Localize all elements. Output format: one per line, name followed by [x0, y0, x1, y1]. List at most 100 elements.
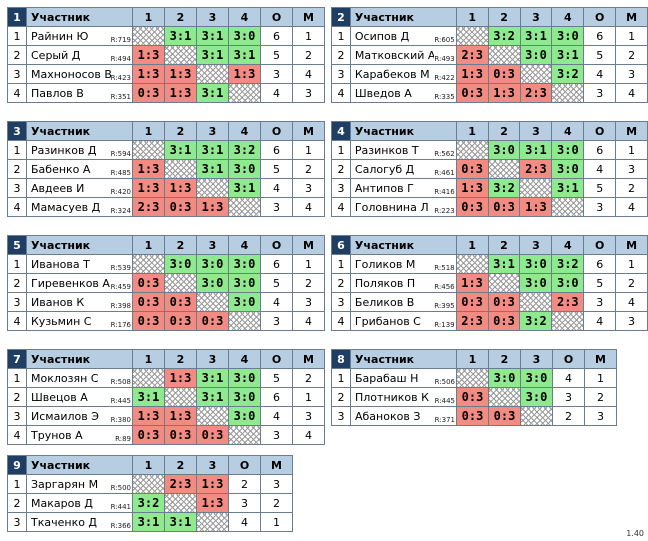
- place-column-header: М: [615, 235, 648, 255]
- player-rating: R:139: [434, 321, 455, 329]
- player-rating: R:420: [110, 188, 131, 196]
- player-column-header: Участник: [26, 7, 133, 27]
- player-name: Павлов В: [31, 86, 84, 100]
- group-header-row: 7 Участник 1 2 3 4 О М: [7, 349, 325, 369]
- player-number: 1: [7, 368, 27, 388]
- opponent-column-header: 1: [455, 121, 489, 141]
- points-column-header: О: [260, 7, 293, 27]
- place-column-header: М: [260, 455, 293, 475]
- player-number: 2: [331, 159, 351, 179]
- place-value: 3: [292, 406, 325, 426]
- player-cell: Абаноков З R:371: [350, 406, 457, 426]
- player-row: 2 Поляков П R:456 1:3 3:0 3:0 5 2: [331, 273, 648, 293]
- place-value: 4: [292, 197, 325, 217]
- self-match-cell: [164, 493, 197, 513]
- opponent-column-header: 4: [228, 349, 261, 369]
- match-score: 0:3: [488, 406, 521, 426]
- opponent-column-header: 2: [164, 235, 197, 255]
- match-score: 2:3: [455, 311, 489, 331]
- player-number: 3: [331, 64, 351, 84]
- player-rating: R:176: [110, 321, 131, 329]
- match-score: 3:2: [132, 493, 165, 513]
- points-value: 5: [260, 273, 293, 293]
- match-score: 3:1: [228, 45, 261, 65]
- match-score: 3:1: [228, 178, 261, 198]
- self-match-cell: [455, 140, 489, 160]
- player-number: 3: [331, 406, 351, 426]
- match-score: 2:3: [455, 45, 489, 65]
- player-rating: R:335: [434, 93, 455, 101]
- self-match-cell: [551, 197, 585, 217]
- player-cell: Шведов А R:335: [349, 83, 457, 103]
- opponent-column-header: 3: [519, 7, 553, 27]
- points-value: 3: [260, 311, 293, 331]
- self-match-cell: [520, 406, 553, 426]
- player-number: 3: [7, 64, 27, 84]
- player-row: 4 Кузьмин С R:176 0:3 0:3 0:3 3 4: [7, 311, 325, 331]
- player-row: 1 Моклозян С R:508 1:3 3:1 3:0 5 2: [7, 368, 325, 388]
- points-value: 4: [260, 83, 293, 103]
- version-label: 1.40: [626, 529, 644, 538]
- player-row: 3 Абаноков З R:371 0:3 0:3 2 3: [331, 406, 617, 426]
- match-score: 3:0: [520, 368, 553, 388]
- player-cell: Иванова Т R:539: [26, 254, 133, 274]
- match-score: 3:2: [487, 26, 521, 46]
- match-score: 3:0: [519, 45, 553, 65]
- match-score: 3:1: [196, 26, 229, 46]
- match-score: 3:1: [196, 45, 229, 65]
- self-match-cell: [164, 387, 197, 407]
- self-match-cell: [132, 26, 165, 46]
- self-match-cell: [519, 178, 553, 198]
- place-value: 2: [615, 178, 648, 198]
- player-number: 4: [331, 83, 351, 103]
- match-score: 1:3: [196, 493, 229, 513]
- match-score: 3:1: [164, 140, 197, 160]
- place-value: 3: [292, 83, 325, 103]
- self-match-cell: [196, 292, 229, 312]
- self-match-cell: [487, 45, 521, 65]
- player-cell: Махноносов В R:423: [26, 64, 133, 84]
- match-score: 1:3: [455, 64, 489, 84]
- opponent-column-header: 3: [519, 235, 553, 255]
- match-score: 3:0: [228, 254, 261, 274]
- player-rating: R:456: [434, 283, 455, 291]
- match-score: 3:0: [520, 387, 553, 407]
- player-number: 4: [331, 197, 351, 217]
- player-rating: R:506: [434, 378, 455, 386]
- match-score: 3:1: [196, 387, 229, 407]
- player-number: 2: [7, 493, 27, 513]
- player-row: 1 Барабаш Н R:506 3:0 3:0 4 1: [331, 368, 617, 388]
- player-name: Барабаш Н: [355, 371, 419, 385]
- player-name: Макаров Д: [31, 496, 93, 510]
- points-column-header: О: [583, 7, 617, 27]
- match-score: 0:3: [487, 311, 521, 331]
- player-row: 4 Мамасуев Д R:324 2:3 0:3 1:3 3 4: [7, 197, 325, 217]
- match-score: 1:3: [487, 83, 521, 103]
- group-table-5: 5 Участник 1 2 3 4 О М 1 Иванова Т R:539 3:0 3:0 3:0 6…: [7, 235, 325, 331]
- player-cell: Разинков Д R:594: [26, 140, 133, 160]
- player-row: 1 Райнин Ю R:719 3:1 3:1 3:0 6 1: [7, 26, 325, 46]
- player-row: 1 Голиков М R:518 3:1 3:0 3:2 6 1: [331, 254, 648, 274]
- player-cell: Барабаш Н R:506: [350, 368, 457, 388]
- points-value: 6: [583, 140, 617, 160]
- opponent-column-header: 3: [196, 455, 229, 475]
- player-cell: Райнин Ю R:719: [26, 26, 133, 46]
- group-header-row: 6 Участник 1 2 3 4 О М: [331, 235, 648, 255]
- match-score: 2:3: [519, 83, 553, 103]
- player-row: 4 Головнина Л R:223 0:3 0:3 1:3 3 4: [331, 197, 648, 217]
- player-row: 3 Исмаилов Э R:380 1:3 1:3 3:0 4 3: [7, 406, 325, 426]
- match-score: 0:3: [487, 197, 521, 217]
- match-score: 1:3: [455, 178, 489, 198]
- place-value: 2: [584, 387, 617, 407]
- player-rating: R:459: [110, 283, 131, 291]
- match-score: 3:1: [132, 512, 165, 532]
- player-name: Карабеков М: [354, 67, 430, 81]
- player-cell: Мамасуев Д R:324: [26, 197, 133, 217]
- self-match-cell: [164, 273, 197, 293]
- place-value: 1: [292, 387, 325, 407]
- player-number: 3: [7, 178, 27, 198]
- match-score: 3:0: [487, 140, 521, 160]
- opponent-column-header: 3: [196, 7, 229, 27]
- player-column-header: Участник: [26, 235, 133, 255]
- opponent-column-header: 2: [488, 349, 521, 369]
